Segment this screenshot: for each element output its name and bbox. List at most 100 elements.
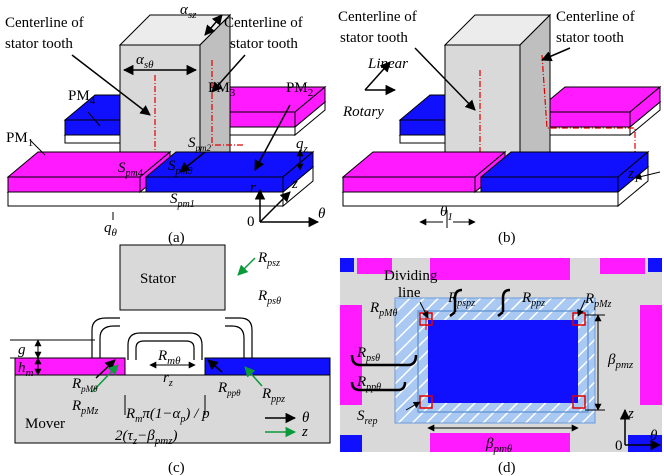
label-subscript: 1	[28, 137, 34, 149]
flux-path	[100, 326, 120, 358]
label-text: R	[257, 288, 267, 304]
pm	[600, 258, 645, 274]
label-text: R	[217, 380, 227, 396]
label-subscript: psz	[266, 258, 280, 269]
label-subscript: pmz	[154, 435, 173, 447]
pm2-front	[146, 177, 283, 192]
label-text: ) / p	[184, 406, 210, 422]
label-subscript: sz	[188, 9, 197, 21]
label-subscript: ppz	[270, 394, 285, 405]
label: 0	[615, 438, 623, 454]
label-subscript: θ	[112, 227, 118, 239]
label-subscript: 1	[447, 211, 453, 223]
pm-blue	[205, 358, 330, 375]
label: Rotary	[342, 104, 384, 120]
label-text: PM	[68, 88, 90, 104]
label-text: R	[261, 386, 271, 402]
label-text: z	[301, 424, 308, 440]
label: Rpsθ	[257, 288, 281, 307]
pm1-front	[8, 177, 140, 192]
label-text: R	[157, 348, 167, 364]
label: r	[250, 180, 256, 196]
label-subscript: pspz	[456, 298, 475, 309]
label-text: θ	[318, 206, 326, 222]
label-text: R	[71, 398, 81, 414]
label-subscript: mθ	[167, 355, 181, 367]
label: θ	[650, 428, 658, 444]
label: stator tooth	[340, 30, 408, 46]
label-text: R	[447, 290, 457, 306]
label-subscript: pm3	[175, 166, 193, 177]
label-text: 0	[247, 214, 255, 230]
label: Centerline of	[224, 15, 303, 31]
label-text: Linear	[367, 56, 408, 72]
label: z	[627, 406, 634, 422]
label-text: PM	[6, 130, 28, 146]
label: stator tooth	[230, 36, 298, 52]
leader-line	[238, 258, 255, 275]
label-text: R	[125, 406, 135, 422]
label: Linear	[367, 56, 408, 72]
label-subscript: pMz	[593, 299, 611, 310]
label-text: 2(τ	[115, 428, 133, 444]
label: Centerline of	[338, 9, 417, 25]
label-text: stator tooth	[230, 36, 298, 52]
label-subscript: sθ	[144, 59, 154, 71]
label: g	[18, 342, 26, 358]
label-subscript: pmz	[614, 359, 633, 371]
label-subscript: rep	[365, 416, 378, 427]
label-subscript: 4	[90, 95, 96, 107]
label-subscript: ppz	[530, 298, 545, 309]
label-text: z	[627, 406, 634, 422]
label-text: stator tooth	[5, 36, 73, 52]
label-text: 0	[615, 438, 623, 454]
label-text: R	[369, 300, 379, 316]
label-text: r	[250, 180, 256, 196]
label: Mover	[25, 416, 65, 432]
label-subscript: z	[303, 143, 309, 155]
pm	[340, 258, 354, 272]
label: θ	[318, 206, 326, 222]
label-text: line	[398, 285, 421, 301]
label: line	[398, 285, 421, 301]
caption: (b)	[498, 230, 516, 246]
label: qθ	[104, 220, 118, 239]
pm	[640, 305, 662, 405]
pm	[430, 258, 570, 280]
label-subscript: z	[168, 378, 173, 389]
flux-path	[92, 318, 120, 358]
label-text: )	[171, 428, 177, 444]
label-text: Centerline of	[338, 9, 417, 25]
label-subscript: 3	[230, 87, 236, 99]
label-text: π(1−α	[142, 406, 181, 422]
label-text: θ	[650, 428, 658, 444]
label: z	[301, 424, 308, 440]
figure: Centerline of stator tooth Centerline of st…	[0, 0, 664, 476]
label-text: R	[71, 376, 81, 392]
label-subscript: pMθ	[378, 308, 397, 319]
label-text: Rotary	[342, 104, 384, 120]
label: Centerline of	[556, 9, 635, 25]
label-text: Stator	[140, 271, 176, 287]
label-text: Centerline of	[556, 9, 635, 25]
label-text: R	[356, 374, 366, 390]
label-subscript: pm1	[177, 199, 195, 210]
label-text: R	[521, 290, 531, 306]
label: z	[291, 176, 298, 192]
label-subscript: m	[26, 367, 34, 379]
pm-center	[428, 320, 578, 403]
label-text: stator tooth	[340, 30, 408, 46]
label-text: Mover	[25, 416, 65, 432]
label-subscript: 1	[634, 173, 640, 185]
caption: (a)	[168, 230, 185, 246]
label-text: g	[18, 342, 26, 358]
label-text: PM	[208, 80, 230, 96]
label-subscript: ppθ	[226, 388, 241, 398]
caption: (c)	[168, 460, 185, 476]
label-subscript: pMz	[80, 406, 98, 417]
label: Stator	[140, 271, 176, 287]
pm	[648, 258, 662, 272]
label-subscript: psθ	[365, 353, 380, 364]
label-subscript: psθ	[266, 296, 281, 307]
label-subscript: pMθ	[80, 384, 98, 394]
